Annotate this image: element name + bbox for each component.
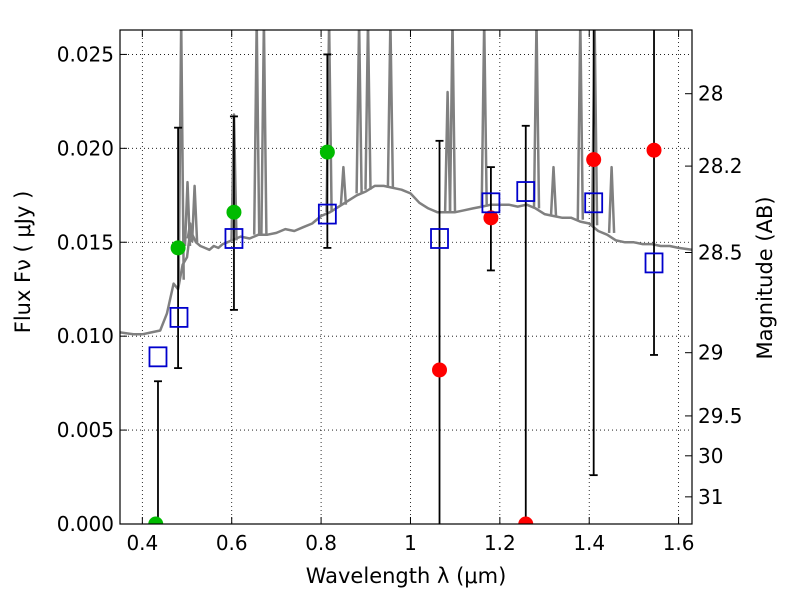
observed-point (586, 152, 602, 168)
observed-point (646, 142, 662, 158)
right-tick-label: 30 (698, 444, 723, 468)
emission-line-spike (339, 165, 348, 205)
y-tick-label: 0.020 (57, 136, 114, 160)
model-photometry-square (317, 203, 337, 225)
emission-line-spike (448, 30, 457, 213)
emission-line-spike (607, 165, 616, 233)
x-tick-label: 0.6 (216, 531, 248, 555)
y-tick-label: 0.015 (57, 230, 114, 254)
observed-point (432, 362, 448, 378)
model-photometry-square (224, 228, 244, 249)
model-photometry-square (481, 192, 501, 214)
model-photometry-square (644, 252, 664, 274)
y-axis-right-label: Magnitude (AB) (753, 196, 777, 359)
y-tick-label: 0.005 (57, 418, 114, 442)
model-photometry-square (169, 306, 189, 328)
right-tick-label: 29 (698, 341, 723, 365)
axis-ticks: 0.4 0.6 0.8 1 1.2 1.4 1.6 0.000 0.005 0.010 0.015 0… (57, 30, 743, 555)
emission-line-spike (260, 30, 268, 235)
right-tick-label: 31 (698, 485, 723, 509)
right-tick-label: 29.5 (698, 404, 743, 428)
model-photometry-square (430, 228, 449, 249)
emission-line-spike (443, 90, 452, 213)
emission-line-spike (190, 184, 199, 243)
right-tick-label: 28.5 (698, 240, 743, 264)
observed-point (226, 204, 242, 220)
emission-line-spike (177, 30, 185, 280)
data-points (148, 142, 664, 524)
x-tick-label: 0.8 (305, 531, 337, 555)
y-axis-label: Flux Fν ( μJy ) (11, 191, 35, 334)
right-tick-label: 28.2 (698, 154, 743, 178)
emission-line-spike (549, 165, 558, 217)
emission-line-spike (576, 30, 585, 220)
observed-point (170, 240, 186, 256)
x-tick-label: 0.4 (126, 531, 158, 555)
emission-line-spike (230, 113, 238, 241)
emission-line-spike (252, 30, 261, 235)
model-photometry-square (516, 181, 536, 202)
x-tick-label: 1.2 (484, 531, 516, 555)
x-tick-label: 1.4 (573, 531, 605, 555)
emission-line-spike (480, 30, 488, 207)
x-tick-label: 1 (404, 531, 417, 555)
right-tick-label: 28 (698, 82, 723, 106)
y-tick-label: 0.010 (57, 324, 114, 348)
emission-line-spike (386, 30, 395, 188)
model-photometry-square (148, 346, 168, 368)
y-tick-label: 0.000 (57, 512, 114, 536)
observed-point (518, 516, 534, 524)
x-axis-label: Wavelength λ (μm) (306, 564, 507, 588)
emission-line-spike (532, 30, 541, 209)
y-tick-label: 0.025 (57, 42, 114, 66)
observed-point (319, 144, 335, 160)
observed-point (483, 210, 499, 226)
emission-line-spike (364, 30, 372, 190)
plot-frame (119, 29, 693, 525)
x-tick-label: 1.6 (663, 531, 695, 555)
emission-line-spike (355, 30, 363, 194)
observed-point (148, 516, 164, 524)
model-photometry-square (584, 192, 604, 214)
